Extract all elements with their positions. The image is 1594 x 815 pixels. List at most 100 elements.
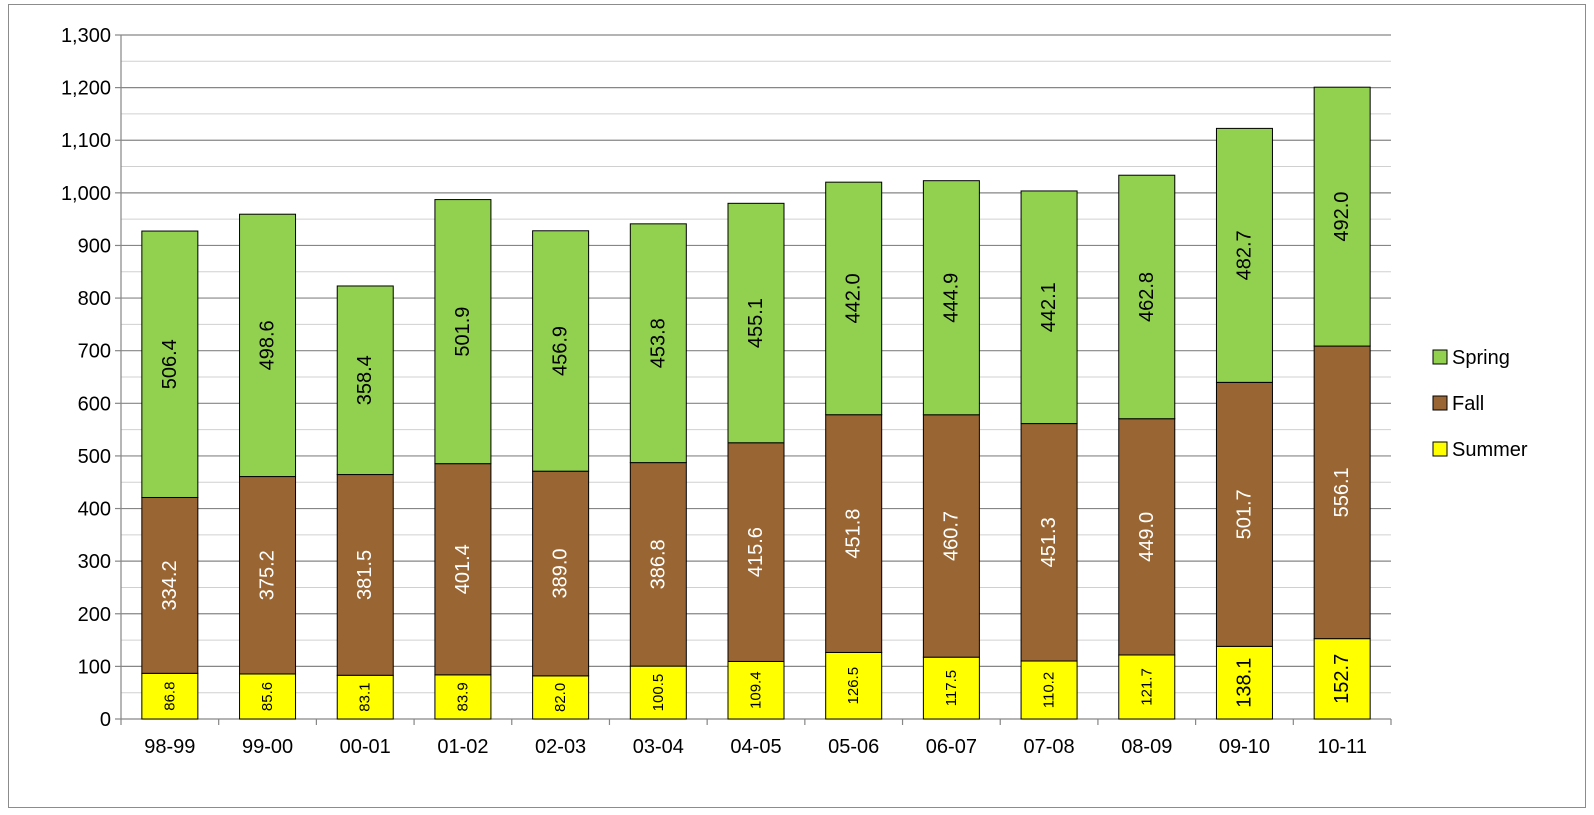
data-label-summer: 109.4	[748, 671, 765, 709]
data-label-spring: 456.9	[550, 326, 572, 376]
bar-spring	[1020, 190, 1078, 425]
data-label-summer: 86.8	[161, 682, 178, 711]
x-tick-label: 03-04	[633, 736, 684, 758]
bar-summer	[141, 672, 199, 720]
data-label-spring: 498.6	[257, 320, 279, 370]
bar-spring	[434, 199, 492, 465]
bar-summer	[922, 656, 980, 720]
bar-fall	[825, 414, 883, 653]
data-label-summer: 83.9	[454, 682, 471, 711]
x-tick-label: 08-09	[1121, 736, 1172, 758]
data-label-fall: 460.7	[940, 511, 962, 561]
bar-summer	[629, 665, 687, 720]
y-tick-label: 1,300	[61, 25, 111, 47]
bar-spring	[1215, 127, 1273, 383]
y-tick-label: 0	[100, 709, 111, 731]
y-tick-label: 100	[78, 656, 111, 678]
bar-fall	[922, 414, 980, 658]
data-label-spring: 462.8	[1136, 272, 1158, 322]
data-label-fall: 375.2	[257, 550, 279, 600]
data-label-summer: 126.5	[845, 667, 862, 705]
data-label-fall: 401.4	[452, 544, 474, 594]
x-tick-label: 98-99	[144, 736, 195, 758]
bar-spring	[825, 181, 883, 416]
data-label-summer: 82.0	[552, 683, 569, 712]
legend-label-fall: Fall	[1452, 393, 1484, 415]
y-tick-label: 1,100	[61, 130, 111, 152]
data-label-fall: 334.2	[159, 560, 181, 610]
legend-swatch-spring	[1432, 349, 1448, 365]
bar-fall	[1215, 381, 1273, 647]
y-tick-label: 700	[78, 341, 111, 363]
data-label-spring: 444.9	[940, 273, 962, 323]
y-tick-label: 500	[78, 446, 111, 468]
bar-fall	[1118, 418, 1176, 656]
x-tick-label: 10-11	[1317, 736, 1367, 758]
chart-area: 0 100 200 300 400 500 600 700 800 900 1,000 1,100 1,…	[8, 4, 1586, 808]
bar-fall	[1313, 345, 1371, 640]
data-label-summer: 100.5	[650, 674, 667, 712]
x-tick-label: 07-08	[1023, 736, 1074, 758]
x-tick-label: 02-03	[535, 736, 586, 758]
bar-spring	[239, 213, 297, 478]
data-label-fall: 386.8	[647, 539, 669, 589]
bar-spring	[1118, 174, 1176, 420]
data-label-spring: 506.4	[159, 339, 181, 389]
x-tick-label: 06-07	[926, 736, 977, 758]
bar-spring	[336, 285, 394, 476]
bar-spring	[922, 180, 980, 416]
data-label-spring: 455.1	[745, 298, 767, 348]
data-label-spring: 482.7	[1233, 230, 1255, 280]
bar-fall	[1020, 423, 1078, 662]
data-label-summer: 138.1	[1233, 658, 1255, 708]
data-label-fall: 449.0	[1136, 512, 1158, 562]
y-tick-label: 400	[78, 499, 111, 521]
x-tick-label: 00-01	[340, 736, 391, 758]
bar-fall	[239, 476, 297, 675]
bar-summer	[825, 651, 883, 720]
x-tick-label: 01-02	[437, 736, 488, 758]
bar-spring	[141, 230, 199, 498]
bar-fall	[336, 474, 394, 676]
x-tick-label: 09-10	[1219, 736, 1270, 758]
data-label-fall: 501.7	[1233, 489, 1255, 539]
x-tick-label: 04-05	[730, 736, 781, 758]
y-tick-label: 900	[78, 235, 111, 257]
data-label-spring: 442.0	[843, 273, 865, 323]
bar-summer	[336, 674, 394, 720]
bar-fall	[532, 470, 590, 677]
data-label-summer: 110.2	[1041, 672, 1058, 708]
bar-spring	[532, 230, 590, 472]
bar-spring	[727, 202, 785, 444]
data-label-fall: 389.0	[550, 548, 572, 598]
data-label-spring: 453.8	[647, 318, 669, 368]
bar-summer	[434, 674, 492, 720]
data-label-summer: 152.7	[1331, 654, 1353, 704]
data-label-spring: 442.1	[1038, 282, 1060, 332]
legend-label-summer: Summer	[1452, 439, 1528, 461]
legend-swatch-summer	[1432, 441, 1448, 457]
data-label-summer: 85.6	[259, 682, 276, 711]
legend-swatch-fall	[1432, 395, 1448, 411]
bar-summer	[532, 675, 590, 720]
bar-spring	[629, 223, 687, 464]
data-label-fall: 381.5	[354, 550, 376, 600]
data-label-summer: 83.1	[357, 683, 374, 712]
data-label-fall: 451.3	[1038, 517, 1060, 567]
bar-spring	[1313, 86, 1371, 347]
y-tick-label: 1,200	[61, 78, 111, 100]
data-label-fall: 451.8	[843, 509, 865, 559]
bar-summer	[1215, 645, 1273, 720]
data-label-summer: 121.7	[1138, 668, 1155, 706]
data-label-spring: 358.4	[354, 355, 376, 405]
legend-label-spring: Spring	[1452, 347, 1510, 369]
data-label-fall: 556.1	[1331, 467, 1353, 517]
data-label-spring: 501.9	[452, 307, 474, 357]
bar-summer	[239, 673, 297, 720]
x-tick-label: 99-00	[242, 736, 293, 758]
x-tick-label: 05-06	[828, 736, 879, 758]
y-tick-label: 200	[78, 604, 111, 626]
y-tick-label: 800	[78, 288, 111, 310]
y-tick-label: 600	[78, 393, 111, 415]
data-label-spring: 492.0	[1331, 192, 1353, 242]
